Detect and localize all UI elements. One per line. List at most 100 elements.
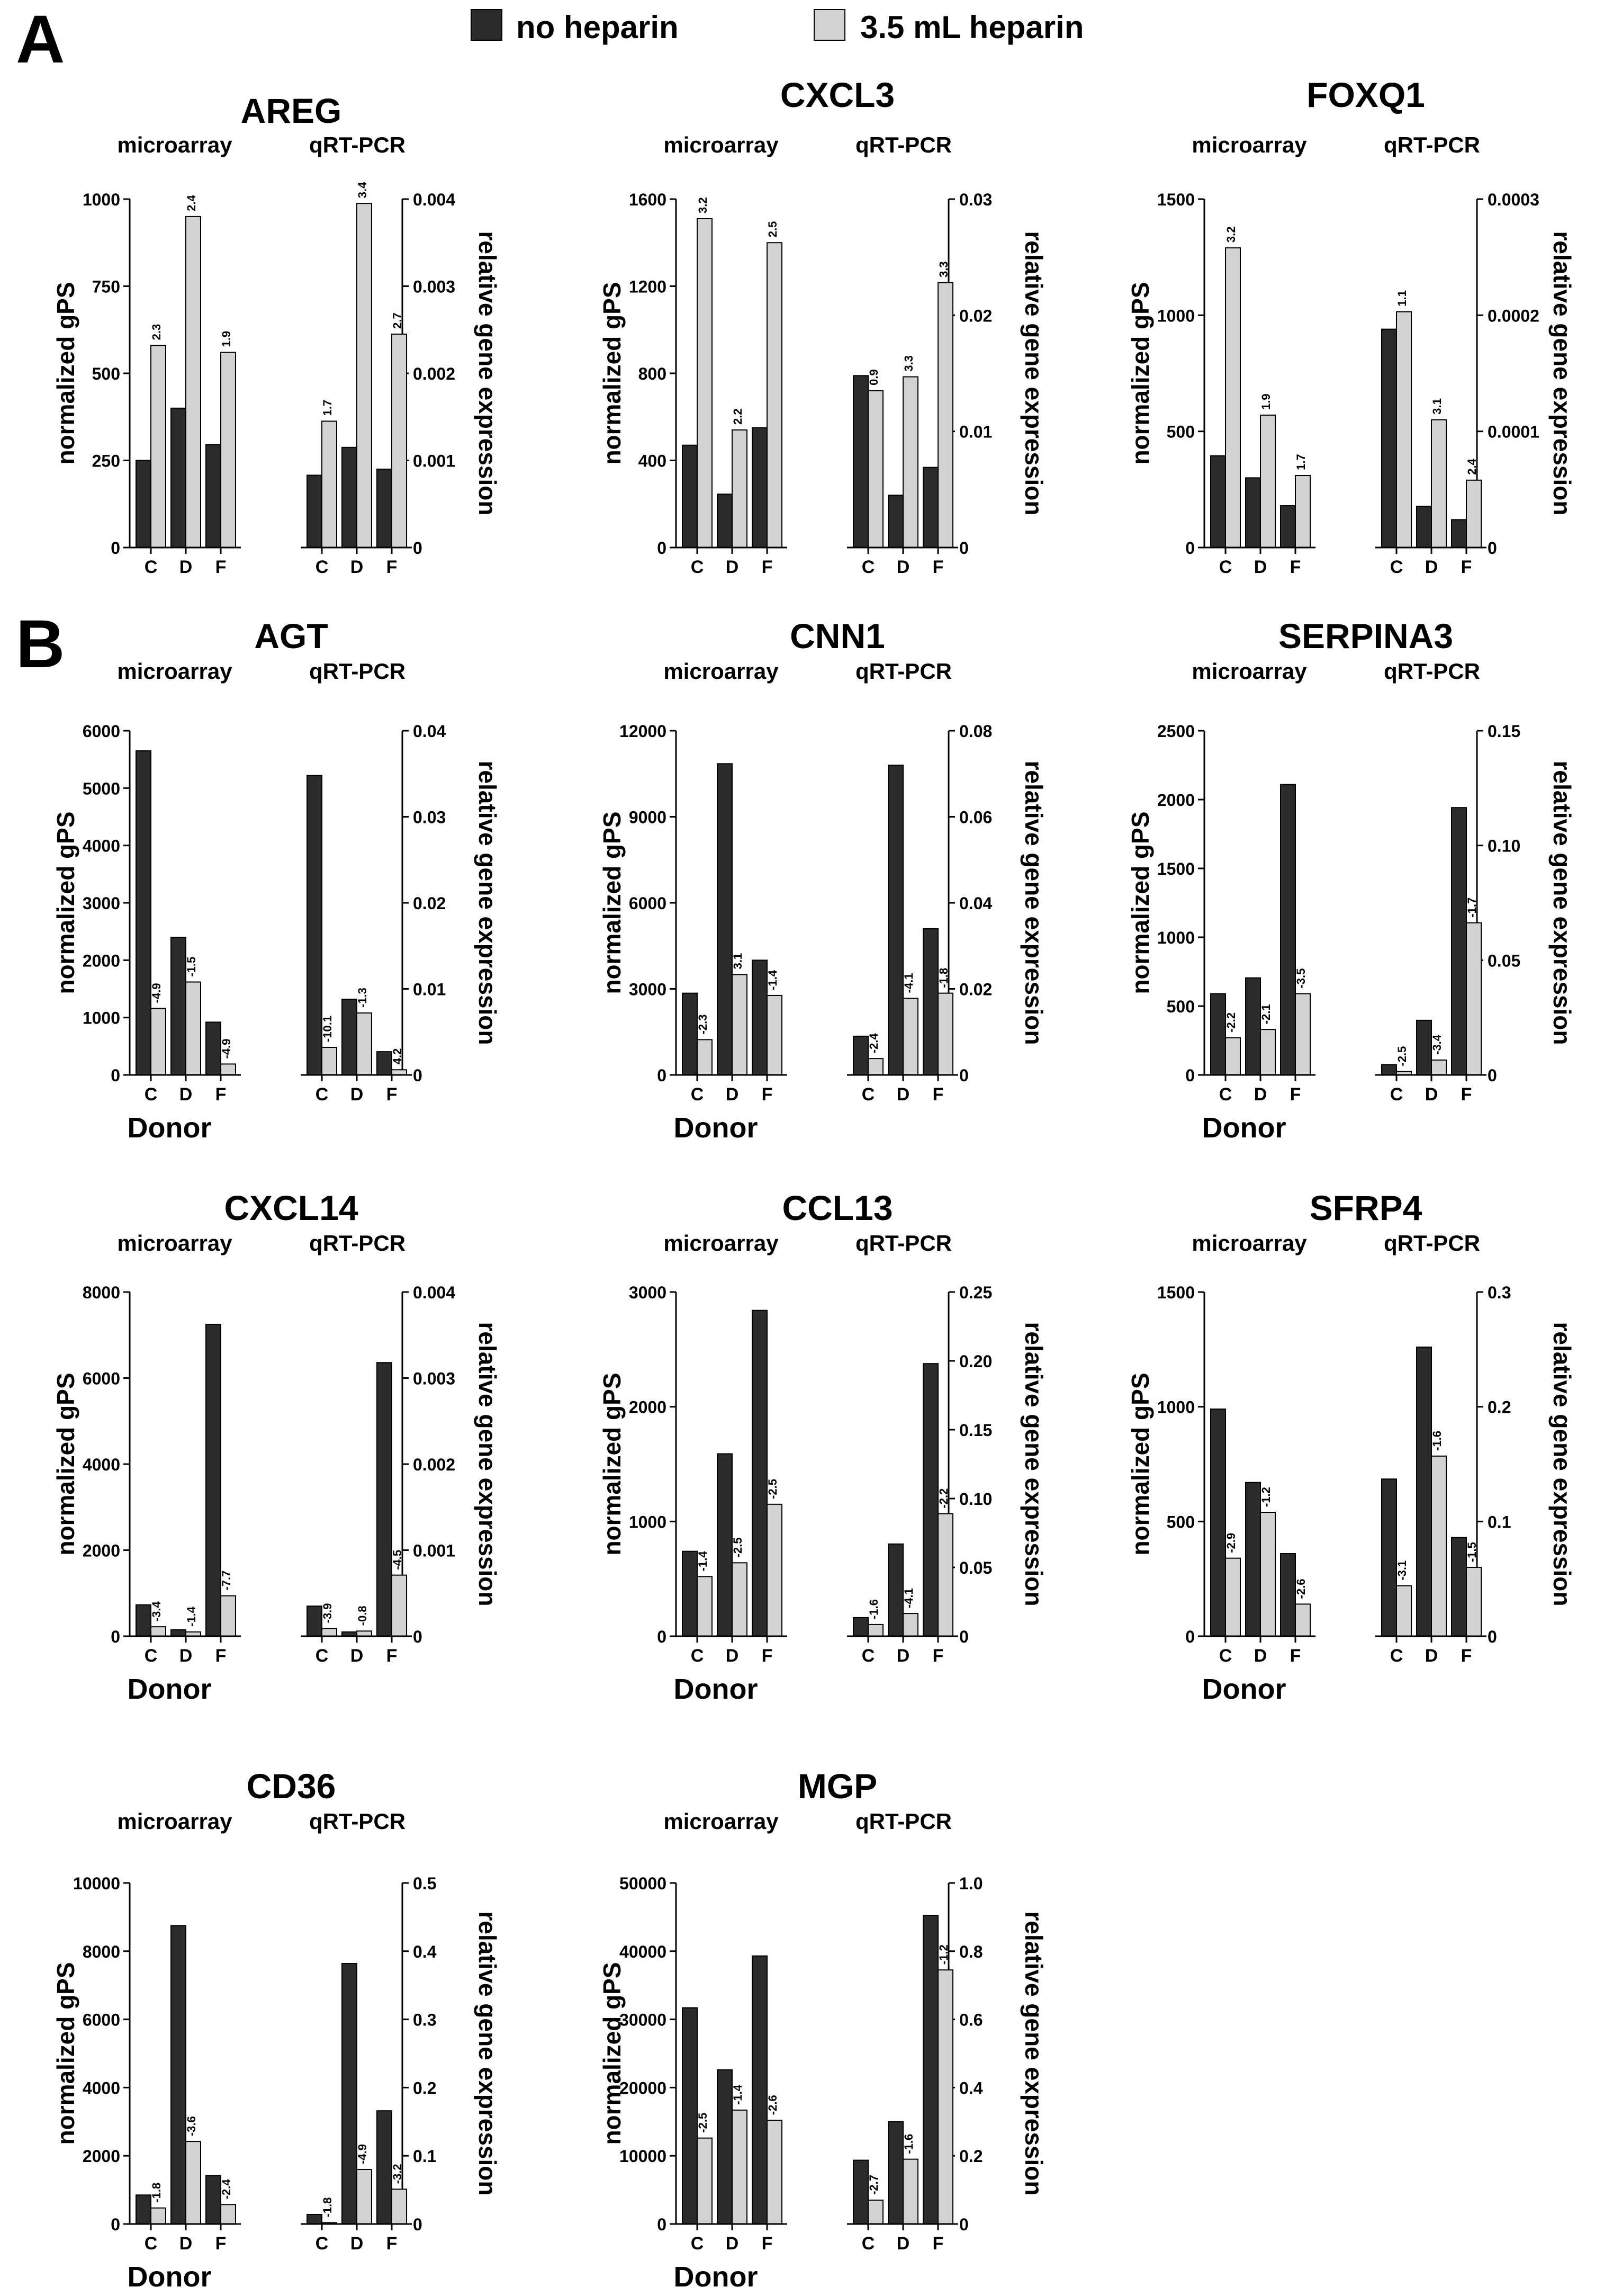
qrtpcr-bar-no-heparin-c: [853, 1035, 869, 1075]
microarray-bar-no-heparin-c: [136, 2194, 151, 2225]
chart-title: CXCL14: [224, 1188, 358, 1227]
microarray-fold-label: -7.7: [220, 1571, 233, 1591]
subtitle-qrtpcr: qRT-PCR: [855, 1809, 952, 1834]
microarray-fold-label: 3.2: [696, 197, 709, 213]
microarray-category-label: D: [726, 1084, 739, 1105]
microarray-category-label: F: [762, 1646, 773, 1666]
subtitle-qrtpcr: qRT-PCR: [1384, 1231, 1480, 1255]
qrtpcr-category-label: C: [1390, 1084, 1403, 1105]
microarray-category-label: F: [1290, 557, 1301, 577]
chart-agt: AGT microarray qRT-PCR normalized gPS relati…: [52, 616, 501, 1144]
microarray-tick-label: 500: [92, 364, 120, 383]
chart-title: AREG: [241, 91, 342, 130]
qrtpcr-bar-heparin-c: [868, 1058, 884, 1075]
qrtpcr-tick-label: 0.3: [1488, 1283, 1511, 1302]
microarray-category-label: C: [145, 1084, 158, 1105]
microarray-fold-label: -2.6: [1294, 1579, 1308, 1599]
microarray-bar-no-heparin-d: [717, 2069, 733, 2225]
qrtpcr-category-label: F: [933, 557, 944, 577]
microarray-bar-heparin-c: [1225, 247, 1241, 548]
chart-title: MGP: [798, 1766, 877, 1806]
microarray-tick-label: 8000: [83, 1942, 120, 1961]
microarray-bar-heparin-d: [185, 216, 201, 548]
microarray-tick-label: 1000: [1157, 1398, 1195, 1417]
qrtpcr-bar-heparin-c: [868, 390, 884, 549]
microarray-bar-heparin-c: [1225, 1557, 1241, 1637]
qrtpcr-fold-label: -2.5: [1395, 1046, 1409, 1066]
qrtpcr-bar-no-heparin-d: [1416, 506, 1432, 548]
qrtpcr-bar-no-heparin-d: [341, 446, 357, 549]
chart-title: CD36: [247, 1766, 336, 1806]
microarray-category-label: D: [1254, 557, 1267, 577]
subtitle-qrtpcr: qRT-PCR: [855, 1231, 952, 1255]
qrtpcr-category-label: D: [1425, 1646, 1438, 1666]
microarray-category-label: D: [726, 2234, 739, 2254]
left-axis-label: normalized gPS: [598, 1373, 626, 1555]
subtitle-qrtpcr: qRT-PCR: [309, 1809, 405, 1834]
microarray-tick-label: 1200: [629, 277, 666, 297]
qrtpcr-tick-label: 0.002: [413, 1455, 455, 1474]
microarray-fold-label: -4.9: [150, 983, 163, 1003]
microarray-bar-heparin-d: [1260, 414, 1276, 549]
qrtpcr-tick-label: 0.0001: [1488, 423, 1539, 442]
microarray-category-label: F: [215, 557, 227, 577]
chart-cd36: CD36 microarray qRT-PCR normalized gPS relat…: [52, 1766, 501, 2293]
qrtpcr-bar-heparin-f: [938, 1513, 953, 1637]
microarray-bar-no-heparin-d: [1245, 1482, 1261, 1637]
chart-serpina3: SERPINA3 microarray qRT-PCR normalized gPS r…: [1127, 616, 1576, 1144]
qrtpcr-category-label: F: [933, 1084, 944, 1105]
qrtpcr-fold-label: 3.3: [902, 355, 915, 372]
microarray-bar-heparin-c: [697, 2137, 713, 2225]
qrtpcr-fold-label: 4.2: [391, 1048, 404, 1065]
qrtpcr-bar-no-heparin-f: [923, 467, 939, 548]
qrtpcr-tick-label: 0.001: [413, 1541, 455, 1560]
microarray-fold-label: -1.4: [185, 1606, 198, 1627]
microarray-tick-label: 250: [92, 452, 120, 471]
microarray-bar-no-heparin-f: [1280, 505, 1296, 548]
qrtpcr-bar-heparin-f: [1466, 479, 1482, 549]
qrtpcr-fold-label: -3.2: [391, 2164, 404, 2184]
microarray-tick-label: 10000: [619, 2147, 666, 2166]
microarray-fold-label: 2.4: [185, 195, 198, 211]
qrtpcr-category-label: F: [1461, 1646, 1472, 1666]
microarray-bar-no-heparin-f: [752, 1955, 768, 2225]
qrtpcr-tick-label: 0.05: [959, 1558, 992, 1577]
microarray-fold-label: -1.8: [150, 2183, 163, 2203]
microarray-tick-label: 6000: [83, 2011, 120, 2030]
qrtpcr-bar-no-heparin-d: [888, 2121, 904, 2225]
subtitle-microarray: microarray: [117, 659, 232, 684]
microarray-tick-label: 1600: [629, 190, 666, 209]
microarray-bar-no-heparin-d: [1245, 477, 1261, 549]
microarray-bar-heparin-f: [220, 1063, 236, 1075]
qrtpcr-category-label: D: [897, 1084, 910, 1105]
qrtpcr-bar-heparin-c: [868, 1624, 884, 1637]
qrtpcr-fold-label: -1.7: [1465, 898, 1479, 918]
microarray-bar-no-heparin-c: [1210, 993, 1226, 1075]
qrtpcr-fold-label: 2.4: [1465, 458, 1479, 474]
microarray-bar-no-heparin-f: [205, 1323, 221, 1637]
microarray-bar-no-heparin-f: [205, 1021, 221, 1076]
microarray-category-label: D: [1254, 1646, 1267, 1666]
qrtpcr-tick-label: 0.20: [959, 1352, 992, 1371]
microarray-bar-no-heparin-d: [717, 494, 733, 549]
subtitle-microarray: microarray: [1192, 1231, 1307, 1255]
qrtpcr-bar-heparin-d: [1431, 419, 1447, 548]
subtitle-microarray: microarray: [663, 1809, 779, 1834]
qrtpcr-tick-label: 0.02: [413, 894, 446, 913]
microarray-fold-label: -1.4: [766, 970, 779, 990]
chart-cnn1: CNN1 microarray qRT-PCR normalized gPS relat…: [598, 616, 1048, 1144]
microarray-bar-no-heparin-c: [136, 460, 151, 548]
microarray-tick-label: 1000: [83, 1009, 120, 1028]
microarray-bar-heparin-d: [732, 1562, 747, 1637]
subtitle-microarray: microarray: [1192, 132, 1307, 157]
microarray-bar-heparin-f: [220, 1595, 236, 1637]
microarray-tick-label: 6000: [629, 894, 666, 913]
qrtpcr-category-label: F: [386, 2234, 398, 2254]
microarray-bar-no-heparin-c: [682, 992, 698, 1075]
right-axis-label: relative gene expression: [474, 1912, 501, 2196]
qrtpcr-tick-label: 0.1: [1488, 1512, 1511, 1531]
microarray-fold-label: -2.5: [766, 1479, 779, 1499]
right-axis-label: relative gene expression: [1020, 1912, 1048, 2196]
microarray-tick-label: 5000: [83, 779, 120, 798]
microarray-bar-heparin-f: [1295, 993, 1311, 1075]
